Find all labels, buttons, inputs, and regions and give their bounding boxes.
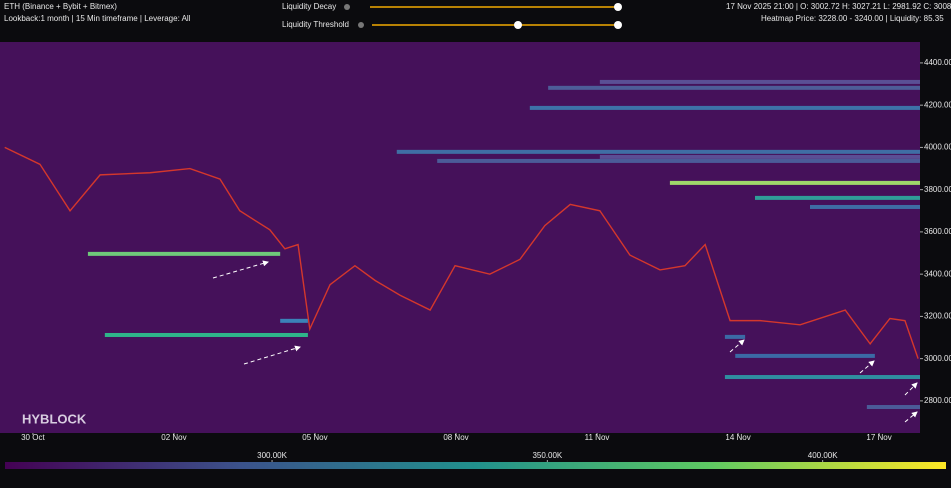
x-tick-label: 17 Nov — [866, 433, 891, 442]
ohlc: 17 Nov 2025 21:00 | O: 3002.72 H: 3027.2… — [726, 2, 951, 11]
liquidity-level — [754, 195, 920, 200]
y-tick-label: 3000.00 — [924, 354, 951, 363]
symbol: ETH (Binance + Bybit + Bitmex) — [4, 2, 117, 11]
x-tick-label: 08 Nov — [443, 433, 468, 442]
x-tick-label: 05 Nov — [302, 433, 327, 442]
x-tick-label: 14 Nov — [725, 433, 750, 442]
y-tick-label: 4400.00 — [924, 58, 951, 67]
y-tick-label: 3800.00 — [924, 185, 951, 194]
x-tick-label: 02 Nov — [161, 433, 186, 442]
liquidity-level — [437, 158, 920, 163]
y-tick-label: 3200.00 — [924, 312, 951, 321]
settings: Lookback:1 month | 15 Min timeframe | Le… — [4, 14, 191, 23]
y-tick-label: 4000.00 — [924, 143, 951, 152]
liquidity-level — [866, 405, 920, 410]
colorbar-tick-label: 400.00K — [808, 451, 838, 460]
heatmap-info: Heatmap Price: 3228.00 - 3240.00 | Liqui… — [761, 14, 944, 23]
liquidity-level — [809, 204, 920, 209]
x-tick-label: 30 Oct — [21, 433, 45, 442]
liquidity-level — [669, 180, 920, 185]
watermark: HYBLOCK — [22, 411, 87, 426]
y-tick-label: 4200.00 — [924, 100, 951, 109]
y-tick-label: 3400.00 — [924, 269, 951, 278]
annotation-arrows — [212, 260, 918, 423]
liquidity-level — [724, 334, 746, 339]
slider-label: Liquidity Threshold — [282, 20, 349, 29]
info-icon[interactable] — [344, 4, 350, 10]
liquidity-level — [104, 332, 308, 337]
colorbar — [5, 462, 946, 469]
slider-knob[interactable] — [614, 3, 622, 11]
liquidity-level — [548, 85, 920, 90]
liquidity-level — [87, 251, 281, 256]
colorbar-tick-label: 350.00K — [532, 451, 562, 460]
x-tick-label: 11 Nov — [585, 433, 610, 442]
liquidity-level — [735, 353, 875, 358]
price-line — [4, 146, 919, 359]
liquidity-level — [396, 149, 920, 154]
liquidity-level — [280, 318, 308, 323]
liquidity-level — [599, 154, 920, 159]
slider-label: Liquidity Decay — [282, 2, 336, 11]
liquidity-level — [599, 79, 920, 84]
liquidity-level — [529, 105, 920, 110]
y-tick-label: 3600.00 — [924, 227, 951, 236]
slider-knob[interactable] — [614, 21, 622, 29]
liquidity-level — [724, 375, 920, 380]
y-tick-label: 2800.00 — [924, 396, 951, 405]
slider-knob[interactable] — [514, 21, 522, 29]
colorbar-tick-label: 300.00K — [257, 451, 287, 460]
info-icon[interactable] — [358, 22, 364, 28]
plot-area — [0, 42, 920, 433]
